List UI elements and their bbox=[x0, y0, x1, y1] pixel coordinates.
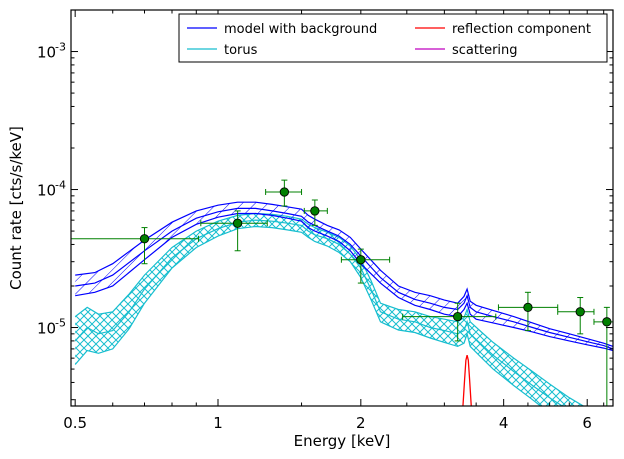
x-axis-label: Energy [keV] bbox=[294, 432, 391, 450]
plot-area bbox=[71, 179, 613, 406]
legend-entry: model with background bbox=[187, 22, 377, 37]
series-data-points bbox=[71, 179, 613, 406]
legend-label: torus bbox=[224, 43, 258, 58]
y-tick-label-exponent: -3 bbox=[55, 41, 66, 54]
model-with-background-band-fill bbox=[75, 202, 613, 351]
torus-lower-line bbox=[74, 225, 542, 406]
data-point bbox=[265, 179, 303, 207]
axis-ticks: 10-510-410-30.5 1 2 4 6 bbox=[37, 9, 613, 432]
data-point-marker bbox=[279, 187, 290, 197]
legend-entry: scattering bbox=[415, 43, 518, 58]
y-tick-label: 10 bbox=[37, 44, 56, 62]
y-tick-label-exponent: -5 bbox=[55, 317, 66, 330]
data-point bbox=[303, 199, 328, 226]
legend-entry: reflection component bbox=[415, 22, 591, 37]
model-with-background-mid-line bbox=[75, 207, 613, 350]
data-point bbox=[593, 306, 613, 406]
data-point-marker bbox=[232, 218, 243, 228]
torus-band-fill bbox=[75, 213, 584, 406]
data-point-marker bbox=[356, 255, 366, 265]
data-point bbox=[200, 210, 268, 252]
series-reflection-component bbox=[462, 355, 472, 406]
x-tick-label: 4 bbox=[499, 414, 509, 432]
y-axis-label: Count rate [cts/s/keV] bbox=[7, 126, 25, 290]
data-point-marker bbox=[523, 302, 533, 313]
data-point bbox=[497, 291, 559, 332]
data-point-marker bbox=[575, 307, 585, 317]
legend-label: reflection component bbox=[452, 22, 591, 37]
data-point bbox=[71, 227, 200, 265]
data-point-marker bbox=[139, 234, 150, 244]
torus-mid-line bbox=[74, 219, 564, 406]
y-tick-label: 10 bbox=[37, 320, 56, 338]
data-point bbox=[340, 248, 391, 284]
plot-frame bbox=[70, 9, 614, 407]
data-point-marker bbox=[453, 311, 463, 322]
data-point bbox=[557, 297, 595, 335]
y-tick-label: 10 bbox=[37, 182, 56, 200]
model-with-background-lower-line bbox=[75, 212, 613, 352]
x-tick-label: 1 bbox=[213, 414, 223, 432]
x-tick-label: 6 bbox=[582, 414, 592, 432]
data-point-marker bbox=[310, 206, 320, 216]
legend-entry: torus bbox=[187, 43, 258, 58]
legend-box bbox=[178, 13, 608, 63]
legend-label: model with background bbox=[224, 22, 377, 37]
x-tick-label: 2 bbox=[356, 414, 366, 432]
x-tick-label: 0.5 bbox=[63, 414, 87, 432]
y-tick-label-exponent: -4 bbox=[55, 179, 66, 192]
legend-label: scattering bbox=[452, 43, 518, 58]
legend: model with background reflection componen… bbox=[178, 13, 608, 63]
data-point-marker bbox=[602, 317, 612, 327]
data-point bbox=[402, 302, 497, 342]
